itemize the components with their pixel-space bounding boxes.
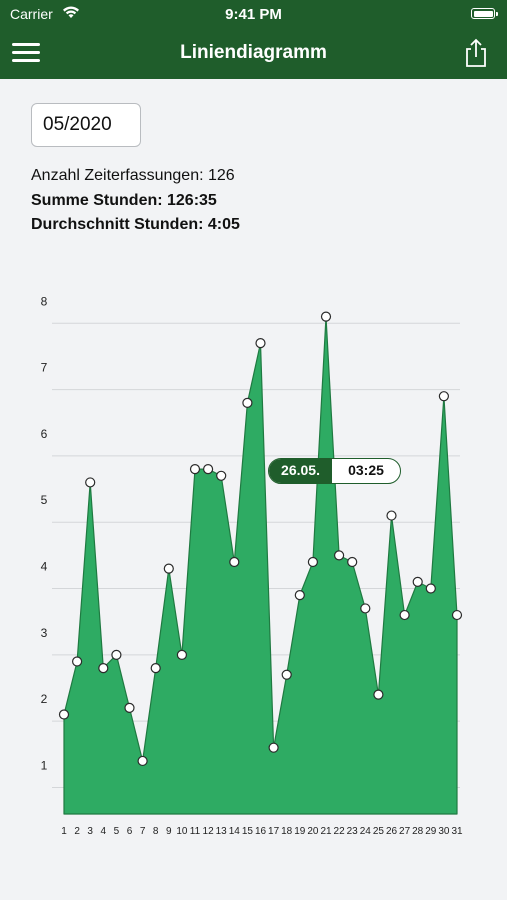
wifi-icon xyxy=(63,6,79,18)
data-point xyxy=(163,563,174,574)
data-point xyxy=(242,397,253,408)
data-point xyxy=(71,656,83,667)
data-point xyxy=(137,755,148,767)
data-point xyxy=(412,576,423,587)
x-tick-label: 8 xyxy=(153,826,159,837)
data-point xyxy=(360,603,371,614)
data-point xyxy=(58,709,70,720)
clock: 9:41 PM xyxy=(225,6,282,23)
data-point xyxy=(203,464,214,475)
x-tick-label: 18 xyxy=(281,826,293,837)
y-tick-label: 7 xyxy=(41,361,48,375)
y-tick-label: 6 xyxy=(41,427,48,441)
tooltip-date: 26.05. xyxy=(269,459,332,483)
y-tick-label: 4 xyxy=(41,560,48,574)
data-point xyxy=(320,311,332,322)
y-tick-label: 1 xyxy=(41,758,48,772)
hamburger-menu-icon[interactable] xyxy=(12,41,42,65)
battery-icon xyxy=(471,8,498,19)
data-point xyxy=(85,477,96,488)
x-tick-label: 1 xyxy=(61,826,67,837)
nav-bar: Liniendiagramm xyxy=(0,28,507,79)
data-point xyxy=(111,649,122,660)
y-tick-label: 3 xyxy=(41,626,48,640)
x-tick-label: 23 xyxy=(347,826,359,837)
area-series xyxy=(63,316,458,815)
data-point xyxy=(124,702,135,713)
x-tick-label: 10 xyxy=(176,826,188,837)
x-tick-label: 7 xyxy=(140,826,146,837)
x-tick-label: 31 xyxy=(451,826,463,837)
data-point xyxy=(176,649,187,660)
data-point xyxy=(255,338,266,349)
month-selector[interactable]: 05/2020 xyxy=(31,103,141,147)
average-hours-label: Durchschnitt Stunden: 4:05 xyxy=(31,216,240,233)
x-tick-label: 20 xyxy=(307,826,319,837)
data-point xyxy=(307,556,318,568)
x-tick-label: 12 xyxy=(203,826,215,837)
x-tick-label: 6 xyxy=(127,826,133,837)
x-tick-label: 26 xyxy=(386,826,398,837)
x-tick-label: 2 xyxy=(74,826,80,837)
data-point xyxy=(268,742,279,753)
data-point xyxy=(399,609,410,621)
x-tick-label: 4 xyxy=(101,826,107,837)
data-point xyxy=(438,391,449,402)
x-tick-label: 29 xyxy=(425,826,437,837)
x-tick-label: 11 xyxy=(190,826,201,837)
share-icon[interactable] xyxy=(463,38,489,68)
y-tick-label: 2 xyxy=(41,692,48,706)
x-tick-label: 27 xyxy=(399,826,411,837)
x-tick-label: 21 xyxy=(320,826,332,837)
data-point xyxy=(294,590,305,601)
x-tick-label: 5 xyxy=(114,826,120,837)
data-point xyxy=(229,556,240,568)
page-title: Liniendiagramm xyxy=(180,42,327,63)
data-point xyxy=(373,689,384,700)
x-tick-label: 9 xyxy=(166,826,172,837)
status-bar: Carrier 9:41 PM xyxy=(0,0,507,28)
data-point xyxy=(334,550,345,561)
x-tick-label: 22 xyxy=(334,826,346,837)
x-tick-label: 28 xyxy=(412,826,424,837)
tooltip-value: 03:25 xyxy=(348,462,384,478)
y-tick-label: 5 xyxy=(41,493,48,507)
x-tick-label: 16 xyxy=(255,826,267,837)
x-tick-label: 25 xyxy=(373,826,385,837)
data-point xyxy=(386,510,397,521)
data-point xyxy=(189,464,201,475)
x-tick-label: 13 xyxy=(216,826,228,837)
x-tick-label: 19 xyxy=(294,826,306,837)
data-point xyxy=(150,663,161,674)
data-point xyxy=(281,669,292,680)
sum-hours-label: Summe Stunden: 126:35 xyxy=(31,192,217,209)
x-tick-label: 14 xyxy=(229,826,241,837)
data-point xyxy=(347,556,358,568)
data-point xyxy=(425,583,436,594)
x-tick-label: 15 xyxy=(242,826,254,837)
data-point xyxy=(98,663,109,674)
carrier-label: Carrier xyxy=(10,6,53,22)
entry-count-label: Anzahl Zeiterfassungen: 126 xyxy=(31,167,235,184)
data-point xyxy=(216,470,227,481)
x-tick-label: 3 xyxy=(87,826,93,837)
y-tick-label: 8 xyxy=(41,294,48,308)
chart-tooltip: 26.05. 03:25 xyxy=(268,458,401,484)
x-tick-label: 17 xyxy=(268,826,280,837)
x-tick-label: 30 xyxy=(438,826,450,837)
data-point xyxy=(451,609,463,621)
x-tick-label: 24 xyxy=(360,826,372,837)
